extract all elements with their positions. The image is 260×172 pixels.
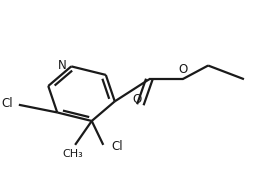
Text: Cl: Cl [2, 96, 13, 110]
Text: O: O [132, 93, 141, 106]
Text: N: N [58, 59, 67, 72]
Text: O: O [178, 63, 187, 76]
Text: Cl: Cl [112, 140, 123, 153]
Text: CH₃: CH₃ [62, 149, 83, 159]
